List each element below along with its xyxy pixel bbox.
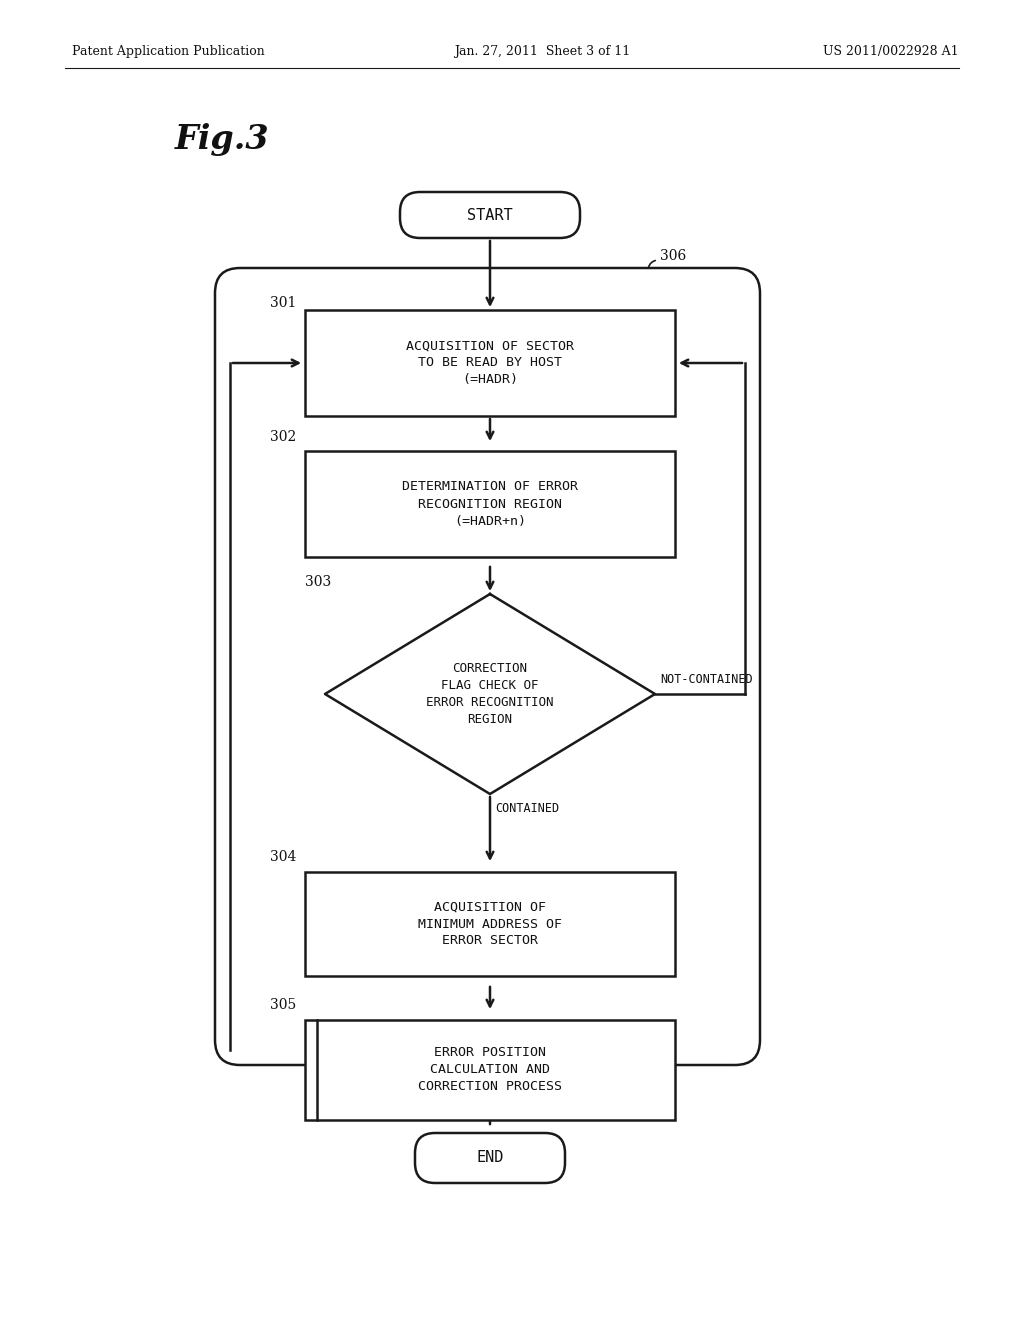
Text: READING COMPLETED: READING COMPLETED	[495, 1086, 623, 1100]
Text: CORRECTION
FLAG CHECK OF
ERROR RECOGNITION
REGION: CORRECTION FLAG CHECK OF ERROR RECOGNITI…	[426, 663, 554, 726]
Polygon shape	[325, 594, 655, 795]
Text: Fig.3: Fig.3	[175, 124, 269, 157]
FancyBboxPatch shape	[400, 191, 580, 238]
Text: 303: 303	[305, 576, 331, 589]
FancyBboxPatch shape	[415, 1133, 565, 1183]
Text: 306: 306	[660, 249, 686, 263]
Text: NOT-CONTAINED: NOT-CONTAINED	[660, 673, 753, 686]
Text: END: END	[476, 1151, 504, 1166]
Text: 304: 304	[270, 850, 296, 865]
Text: ERROR POSITION
CALCULATION AND
CORRECTION PROCESS: ERROR POSITION CALCULATION AND CORRECTIO…	[418, 1045, 562, 1093]
Bar	[305, 451, 675, 557]
Text: CONTAINED: CONTAINED	[495, 803, 559, 814]
Bar	[305, 1019, 675, 1119]
Text: START: START	[467, 207, 513, 223]
Text: 302: 302	[270, 430, 296, 444]
Text: ACQUISITION OF SECTOR
TO BE READ BY HOST
(=HADR): ACQUISITION OF SECTOR TO BE READ BY HOST…	[406, 339, 574, 387]
Text: 301: 301	[270, 296, 296, 310]
Text: 305: 305	[270, 998, 296, 1012]
Text: Jan. 27, 2011  Sheet 3 of 11: Jan. 27, 2011 Sheet 3 of 11	[454, 45, 630, 58]
Text: ACQUISITION OF
MINIMUM ADDRESS OF
ERROR SECTOR: ACQUISITION OF MINIMUM ADDRESS OF ERROR …	[418, 900, 562, 948]
Text: US 2011/0022928 A1: US 2011/0022928 A1	[823, 45, 959, 58]
Text: DETERMINATION OF ERROR
RECOGNITION REGION
(=HADR+n): DETERMINATION OF ERROR RECOGNITION REGIO…	[402, 480, 578, 528]
Text: Patent Application Publication: Patent Application Publication	[72, 45, 265, 58]
Bar	[305, 310, 675, 416]
Bar	[305, 873, 675, 975]
